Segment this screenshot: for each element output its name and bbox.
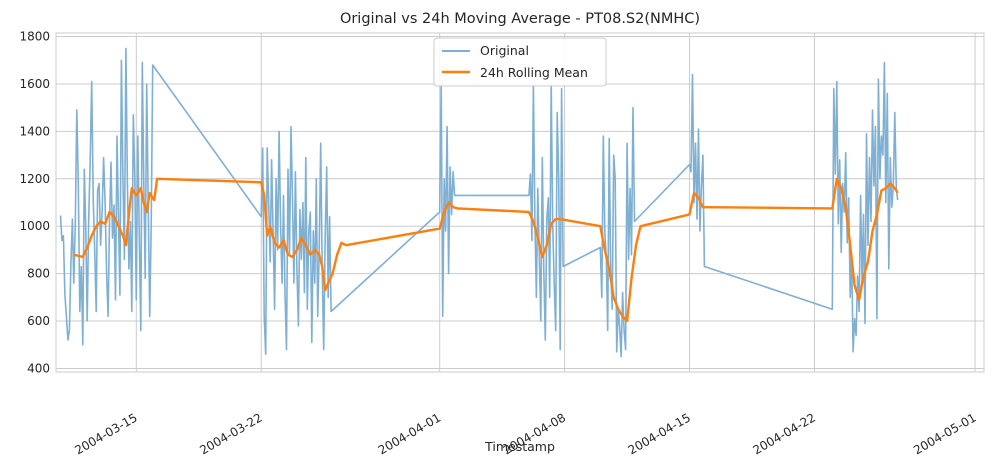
legend-label-original: Original — [480, 43, 529, 58]
y-axis-ticks: 400 600 800 1000 1200 1400 1600 1800 — [19, 30, 50, 376]
series-line-rolling-mean — [73, 177, 899, 323]
chart-title: Original vs 24h Moving Average - PT08.S2… — [340, 11, 700, 27]
y-tick-label: 800 — [27, 267, 50, 281]
legend-label-rolling-mean: 24h Rolling Mean — [480, 65, 588, 80]
y-tick-label: 1000 — [19, 219, 50, 233]
plot-frame — [55, 32, 985, 373]
y-tick-label: 1200 — [19, 172, 50, 186]
y-tick-label: 1800 — [19, 30, 50, 44]
series-line-original — [59, 47, 899, 358]
x-axis-label: Timestamp — [484, 439, 555, 454]
y-tick-label: 1400 — [19, 124, 50, 138]
series-layer — [59, 47, 899, 358]
legend: Original 24h Rolling Mean — [433, 37, 607, 87]
y-tick-label: 1600 — [19, 77, 50, 91]
legend-box — [433, 37, 607, 87]
y-tick-label: 600 — [27, 314, 50, 328]
y-tick-label: 400 — [27, 361, 50, 375]
